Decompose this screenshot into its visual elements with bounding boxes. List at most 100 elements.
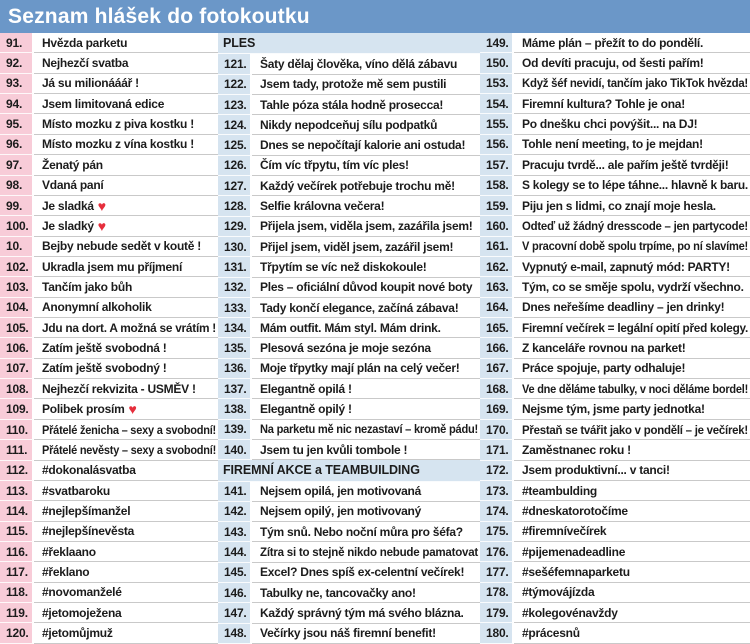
- row-number: 173.: [480, 480, 514, 502]
- list-item: 112. #dokonalásvatba: [0, 460, 218, 481]
- row-text-cell: Je sladká ♥: [34, 195, 218, 217]
- row-text-cell: Tým snů. Nebo noční můra pro šéfa?: [252, 522, 480, 543]
- row-text-cell: V pracovní době spolu trpíme, po ní slav…: [514, 236, 750, 257]
- row-text: Po dnešku chci povýšit... na DJ!: [522, 117, 698, 132]
- row-text-cell: #svatbaroku: [34, 480, 218, 502]
- list-item: 177. #sešéfemnaparketu: [480, 562, 750, 583]
- row-text-cell: Nikdy nepodceňuj sílu podpatků: [252, 115, 480, 136]
- list-item: 175. #firemnívečírek: [480, 521, 750, 542]
- row-text-cell: Moje třpytky mají plán na celý večer!: [252, 358, 480, 380]
- row-text: Pracuju tvrdě... ale pařím ještě tvrději…: [522, 157, 729, 172]
- row-number: 162.: [480, 256, 514, 278]
- row-text-cell: Nejsem opilá, jen motivovaná: [252, 481, 480, 502]
- list-item: 107. Zatím ještě svobodný !: [0, 358, 218, 380]
- row-text: Elegantně opilý !: [260, 401, 352, 416]
- row-number: 131.: [218, 257, 252, 278]
- row-text: Každý večírek potřebuje trochu mě!: [260, 178, 455, 193]
- row-text-cell: Nejsem opilý, jen motivovaný: [252, 501, 480, 523]
- row-text: #jetomůjmuž: [42, 626, 113, 641]
- row-number: 175.: [480, 521, 514, 542]
- row-text: Nikdy nepodceňuj sílu podpatků: [260, 117, 438, 132]
- row-number: 117.: [0, 562, 34, 583]
- row-number: 91.: [0, 33, 34, 54]
- row-text-cell: Hvězda parketu: [34, 33, 218, 54]
- row-number: 154.: [480, 94, 514, 115]
- row-text: Bejby nebude sedět v koutě !: [42, 239, 202, 254]
- row-text-cell: Jdu na dort. A možná se vrátím !: [34, 318, 218, 339]
- row-number: 150.: [480, 53, 514, 74]
- row-number: 110.: [0, 419, 34, 441]
- section-header: FIREMNÍ AKCE a TEAMBUILDING: [218, 460, 480, 482]
- row-number: 121.: [218, 54, 252, 75]
- list-item: 176. #pijemenadeadline: [480, 541, 750, 563]
- row-text: Nejsme tým, jsme party jednotka!: [522, 402, 705, 417]
- list-item: 113. #svatbaroku: [0, 480, 218, 502]
- list-item: 174. #dneskatorotočíme: [480, 501, 750, 522]
- row-number: 163.: [480, 277, 514, 298]
- row-number: 169.: [480, 399, 514, 420]
- row-text-cell: Když šéf nevidí, tančím jako TikTok hvěz…: [514, 73, 750, 95]
- row-text-cell: Tahle póza stála hodně prosecca!: [252, 94, 480, 116]
- row-number: 140.: [218, 439, 252, 461]
- list-item: 142. Nejsem opilý, jen motivovaný: [218, 501, 480, 523]
- row-number: 161.: [480, 236, 514, 257]
- list-item: 121. Šaty dělaj člověka, víno dělá zábavu: [218, 54, 480, 75]
- row-text-cell: Plesová sezóna je moje sezóna: [252, 338, 480, 359]
- row-text: Místo mozku z piva kostku !: [42, 117, 194, 132]
- row-text: Šaty dělaj člověka, víno dělá zábavu: [260, 56, 458, 71]
- list-item: 135. Plesová sezóna je moje sezóna: [218, 338, 480, 359]
- list-item: 159. Piju jen s lidmi, co znají moje hesl…: [480, 195, 750, 217]
- row-text: V pracovní době spolu trpíme, po ní slav…: [522, 239, 748, 254]
- list-item: 108. Nejhezčí rekvizita - USMĚV !: [0, 379, 218, 400]
- row-text-cell: #teambulding: [514, 480, 750, 502]
- row-number: 97.: [0, 155, 34, 176]
- list-item: 146. Tabulky ne, tancovačky ano!: [218, 583, 480, 604]
- list-item: 119. #jetomoježena: [0, 603, 218, 624]
- row-text-cell: Tady končí elegance, začíná zábava!: [252, 297, 480, 319]
- row-text: Tahle póza stála hodně prosecca!: [260, 97, 444, 112]
- row-text: Třpytím se víc než diskokoule!: [260, 259, 427, 274]
- row-text-cell: Nejhezčí svatba: [34, 53, 218, 74]
- row-number: 142.: [218, 501, 252, 523]
- row-text: Tančím jako bůh: [42, 279, 133, 294]
- row-number: 178.: [480, 582, 514, 604]
- row-number: 177.: [480, 562, 514, 583]
- row-text-cell: Já su milionááář !: [34, 73, 218, 95]
- row-text: Selfie královna večera!: [260, 199, 385, 214]
- row-text: Ve dne děláme tabulky, v noci děláme bor…: [522, 381, 748, 396]
- row-text: Tohle není meeting, to je mejdan!: [522, 137, 703, 152]
- row-text-cell: Přestaň se tvářit jako v pondělí – je ve…: [514, 419, 750, 441]
- list-item: 99. Je sladká ♥: [0, 195, 218, 217]
- row-text-cell: #jetomůjmuž: [34, 623, 218, 644]
- list-item: 150. Od devíti pracuju, od šesti pařím!: [480, 53, 750, 74]
- row-number: 165.: [480, 318, 514, 339]
- row-text-cell: Tabulky ne, tancovačky ano!: [252, 583, 480, 604]
- row-text-cell: #firemnívečírek: [514, 521, 750, 542]
- row-number: 149.: [480, 33, 514, 54]
- list-item: 155. Po dnešku chci povýšit... na DJ!: [480, 114, 750, 135]
- list-item: 106. Zatím ještě svobodná !: [0, 338, 218, 359]
- row-number: 119.: [0, 603, 34, 624]
- row-number: 122.: [218, 74, 252, 95]
- row-text: Plesová sezóna je moje sezóna: [260, 341, 431, 356]
- row-number: 95.: [0, 114, 34, 135]
- list-item: 127. Každý večírek potřebuje trochu mě!: [218, 176, 480, 197]
- row-number: 146.: [218, 583, 252, 604]
- row-text: Zítra si to stejně nikdo nebude pamatova…: [260, 545, 478, 560]
- row-number: 128.: [218, 196, 252, 217]
- row-text: Ples – oficiální důvod koupit nové boty: [260, 280, 473, 295]
- row-text: Jsem produktivní... v tanci!: [522, 463, 670, 478]
- row-text-cell: Každý správný tým má svého blázna.: [252, 603, 480, 624]
- list-item: 138. Elegantně opilý !: [218, 399, 480, 420]
- row-number: 156.: [480, 134, 514, 156]
- row-text: #nejlepšínevěsta: [42, 524, 135, 539]
- list-item: 126. Čím víc třpytu, tím víc ples!: [218, 155, 480, 177]
- list-item: 144. Zítra si to stejně nikdo nebude pama…: [218, 542, 480, 563]
- row-text-cell: Zatím ještě svobodná !: [34, 338, 218, 359]
- row-text-cell: #sešéfemnaparketu: [514, 562, 750, 583]
- row-text-cell: Nejsme tým, jsme party jednotka!: [514, 399, 750, 420]
- row-text-cell: Selfie královna večera!: [252, 196, 480, 217]
- list-item: 94. Jsem limitovaná edice: [0, 94, 218, 115]
- list-item: 161. V pracovní době spolu trpíme, po ní …: [480, 236, 750, 257]
